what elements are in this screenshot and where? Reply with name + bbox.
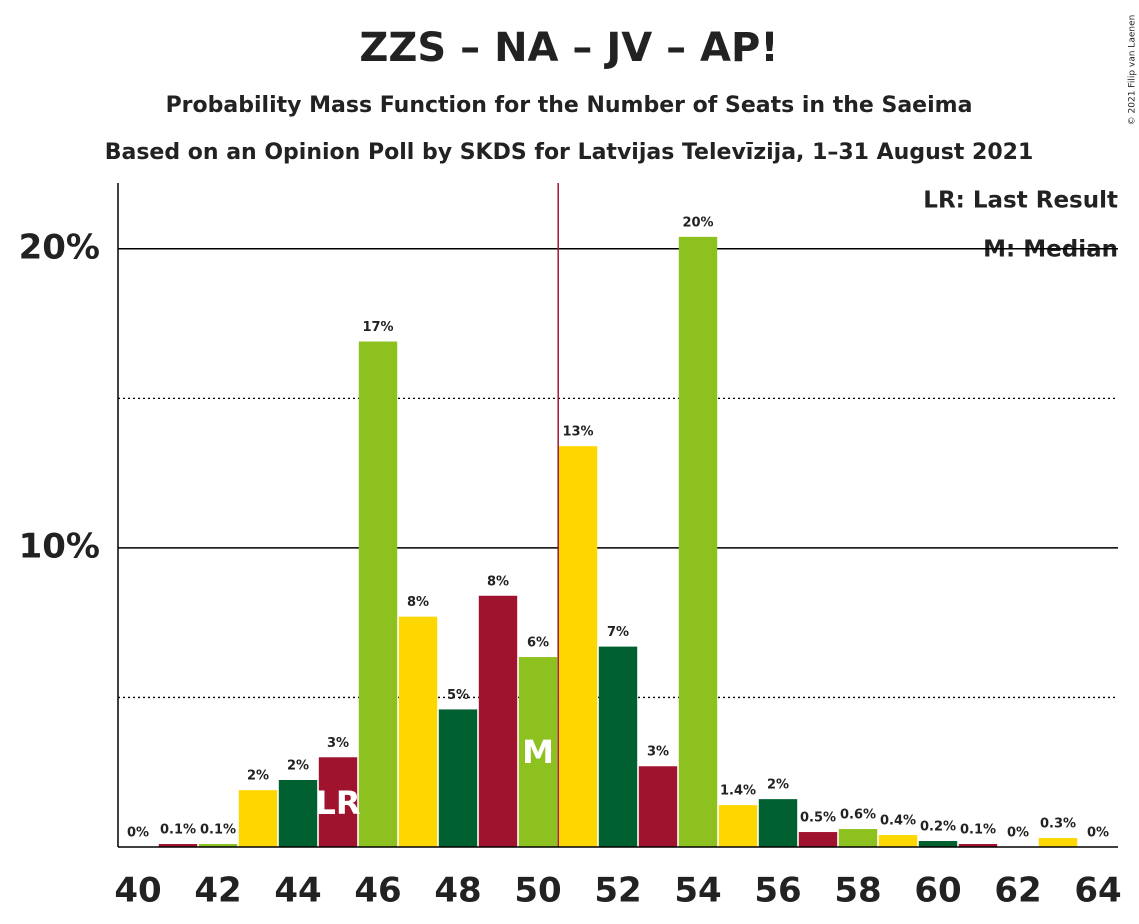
bar <box>918 841 958 847</box>
value-label: 7% <box>607 625 629 640</box>
credit: © 2021 Filip van Laenen <box>1128 15 1138 126</box>
value-label: 0% <box>1087 826 1109 841</box>
bar <box>518 657 558 847</box>
bar <box>758 799 798 847</box>
value-label: 13% <box>562 425 593 440</box>
chart-title: ZZS – NA – JV – AP! <box>359 25 778 71</box>
bar <box>1038 838 1078 847</box>
value-label: 0.2% <box>920 820 956 835</box>
value-label: 0.1% <box>200 823 236 838</box>
bar <box>398 616 438 847</box>
bar <box>438 709 478 847</box>
value-label: 0.3% <box>1040 817 1076 832</box>
value-label: 0% <box>1007 826 1029 841</box>
x-tick-label: 44 <box>274 871 321 911</box>
bar <box>358 341 398 847</box>
x-tick-label: 56 <box>754 871 801 911</box>
value-label: 0.5% <box>800 811 836 826</box>
value-label: 3% <box>647 745 669 760</box>
bar <box>838 829 878 847</box>
chart-subtitle: Based on an Opinion Poll by SKDS for Lat… <box>105 140 1034 165</box>
value-label: 3% <box>327 736 349 751</box>
bar <box>478 595 518 847</box>
value-label: 0.4% <box>880 814 916 829</box>
bar <box>318 757 358 847</box>
value-label: 17% <box>362 320 393 335</box>
value-label: 20% <box>682 215 713 230</box>
x-tick-label: 48 <box>434 871 481 911</box>
bar <box>718 805 758 847</box>
value-label: 2% <box>247 769 269 784</box>
x-tick-label: 40 <box>114 871 161 911</box>
value-label: 0.1% <box>960 823 996 838</box>
legend-entry: LR: Last Result <box>923 188 1118 214</box>
bar <box>798 832 838 847</box>
value-label: 8% <box>487 574 509 589</box>
value-label: 0.1% <box>160 823 196 838</box>
y-tick-label: 20% <box>19 227 100 267</box>
bar <box>158 844 198 847</box>
bar <box>598 646 638 847</box>
y-tick-label: 10% <box>19 526 100 566</box>
x-tick-label: 64 <box>1074 871 1121 911</box>
bar <box>278 780 318 847</box>
x-tick-label: 62 <box>994 871 1041 911</box>
bar <box>878 835 918 847</box>
bar <box>198 844 238 847</box>
chart-subtitle: Probability Mass Function for the Number… <box>166 93 973 118</box>
median-marker: M <box>522 733 554 771</box>
value-label: 2% <box>767 778 789 793</box>
bar <box>238 790 278 847</box>
bar <box>678 236 718 848</box>
x-tick-label: 60 <box>914 871 961 911</box>
x-tick-label: 54 <box>674 871 721 911</box>
x-tick-label: 50 <box>514 871 561 911</box>
bar <box>958 844 998 847</box>
value-label: 1.4% <box>720 784 756 799</box>
value-label: 6% <box>527 636 549 651</box>
x-tick-label: 52 <box>594 871 641 911</box>
x-tick-label: 42 <box>194 871 241 911</box>
value-label: 0% <box>127 826 149 841</box>
value-label: 8% <box>407 595 429 610</box>
bar <box>638 766 678 847</box>
x-tick-label: 58 <box>834 871 881 911</box>
value-label: 2% <box>287 759 309 774</box>
x-tick-label: 46 <box>354 871 401 911</box>
value-label: 5% <box>447 688 469 703</box>
last-result-marker: LR <box>315 784 360 822</box>
value-label: 0.6% <box>840 808 876 823</box>
bar <box>558 446 598 847</box>
